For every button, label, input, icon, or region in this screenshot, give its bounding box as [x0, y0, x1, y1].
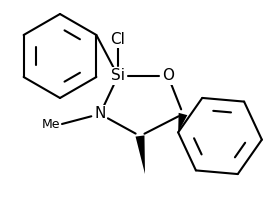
- Polygon shape: [178, 113, 187, 132]
- Text: Cl: Cl: [110, 31, 126, 47]
- Text: N: N: [94, 106, 106, 122]
- Text: O: O: [162, 69, 174, 83]
- Text: Me: Me: [42, 118, 60, 131]
- Text: Si: Si: [111, 69, 125, 83]
- Text: Cl: Cl: [110, 31, 126, 47]
- Polygon shape: [136, 135, 145, 174]
- Text: O: O: [162, 69, 174, 83]
- Text: N: N: [94, 106, 106, 122]
- Text: Si: Si: [111, 69, 125, 83]
